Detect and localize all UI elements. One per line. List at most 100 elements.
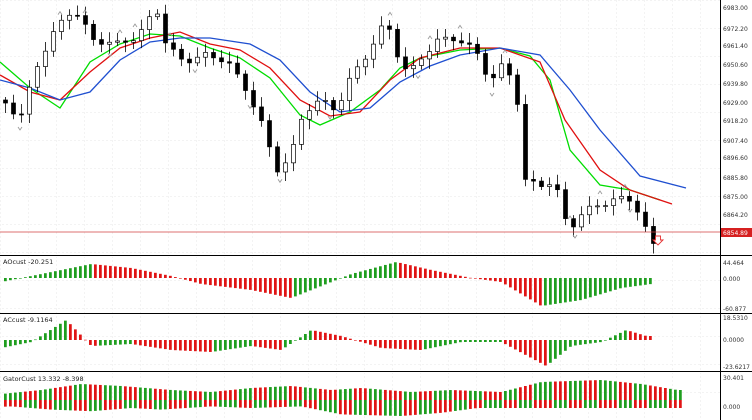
ac-histogram-bar: [519, 340, 522, 353]
gator-histogram-bar: [534, 400, 537, 408]
candle-body: [131, 40, 136, 43]
candle-body: [43, 50, 48, 67]
ac-histogram-bar: [214, 340, 217, 352]
ac-pane-grid: [0, 315, 720, 371]
ac-histogram-bar: [44, 333, 47, 340]
fractal-arrow-icon: [247, 105, 253, 110]
ac-histogram-bar: [404, 340, 407, 350]
ao-histogram-bar: [14, 278, 17, 280]
candle-body: [179, 48, 184, 60]
ao-histogram-bar: [544, 278, 547, 306]
gator-histogram-bar: [59, 400, 62, 410]
candle-body: [147, 16, 152, 30]
gator-histogram-bar: [159, 400, 162, 410]
ac-histogram-bar: [59, 323, 62, 340]
gator-histogram-bar: [269, 400, 272, 408]
ac-histogram-bar: [99, 340, 102, 346]
axis-label: 6972.20: [723, 26, 748, 33]
candle-body: [403, 56, 408, 70]
gator-histogram-bar: [24, 391, 27, 400]
ao-histogram-bar: [569, 278, 572, 302]
gator-histogram-bar: [19, 392, 22, 400]
gator-histogram-bar: [59, 387, 62, 400]
ao-histogram-bar: [154, 272, 157, 278]
candle-body: [467, 42, 472, 45]
gator-histogram-bar: [519, 400, 522, 408]
ac-histogram-bar: [229, 340, 232, 350]
ac-histogram-bar: [599, 340, 602, 343]
gator-histogram-bar: [589, 400, 592, 408]
candle-body: [595, 205, 600, 208]
price-axis[interactable]: 6983.00 6972.20 6961.40 6950.60 6939.80 …: [720, 0, 752, 420]
gator-axis-label: 30.401: [723, 375, 744, 382]
candle-body: [411, 65, 416, 70]
fractal-arrow-icon: [17, 126, 23, 131]
ao-histogram-bar: [514, 278, 517, 291]
candle-body: [171, 42, 176, 50]
candle-body: [651, 226, 656, 244]
gator-histogram-bar: [89, 400, 92, 412]
ac-histogram-bar: [134, 340, 137, 345]
gator-histogram-bar: [219, 400, 222, 407]
gator-histogram-bar: [364, 400, 367, 416]
gator-histogram-bar: [124, 400, 127, 409]
fractal-arrow-icon: [572, 234, 578, 239]
ao-axis-label: 0.000: [723, 276, 740, 283]
ao-histogram-bar: [314, 278, 317, 289]
ac-histogram-bar: [54, 326, 57, 340]
ac-histogram-bar: [449, 340, 452, 345]
candle-body: [291, 144, 296, 164]
gator-histogram-bar: [549, 381, 552, 400]
gator-histogram-bar: [649, 400, 652, 408]
gator-histogram-bar: [409, 391, 412, 400]
gator-histogram-bar: [289, 400, 292, 407]
ao-histogram-bar: [29, 276, 32, 278]
ao-histogram-bar: [54, 271, 57, 278]
ao-histogram-bar: [619, 278, 622, 289]
gator-histogram-bar: [439, 400, 442, 413]
ac-histogram-bar: [314, 330, 317, 340]
ao-histogram-bar: [139, 269, 142, 278]
gator-histogram-bar: [4, 393, 7, 400]
gator-histogram-bar: [414, 391, 417, 400]
candle-body: [307, 110, 312, 120]
gator-histogram-bar: [329, 400, 332, 413]
gator-histogram-bar: [184, 390, 187, 400]
candle-body: [531, 179, 536, 182]
ac-histogram-bar: [274, 340, 277, 350]
gator-histogram-bar: [84, 400, 87, 411]
candle-body: [203, 52, 208, 58]
ac-histogram-bar: [39, 336, 42, 340]
gator-histogram-bar: [254, 400, 257, 408]
ao-histogram-bar: [319, 278, 322, 287]
gator-histogram-bar: [149, 400, 152, 410]
axis-label: 6961.40: [723, 43, 748, 50]
ao-histogram-bar: [104, 265, 107, 278]
gator-histogram-bar: [524, 386, 527, 400]
gator-histogram-bar: [69, 385, 72, 400]
gator-histogram-bar: [384, 400, 387, 416]
ac-histogram-bar: [269, 340, 272, 349]
gator-histogram-bar: [44, 400, 47, 410]
ao-histogram-bar: [349, 274, 352, 278]
fractal-arrow-icon: [132, 23, 138, 28]
ao-histogram-bar: [639, 278, 642, 286]
gator-histogram-bar: [294, 400, 297, 407]
ac-histogram-bar: [34, 339, 37, 341]
gator-histogram-bar: [499, 400, 502, 408]
ao-histogram-bar: [534, 278, 537, 303]
ac-histogram-bar: [199, 340, 202, 352]
gator-histogram-bar: [224, 400, 227, 407]
ac-histogram-bar: [74, 329, 77, 340]
ao-histogram-bar: [644, 278, 647, 285]
gator-histogram-bar: [444, 390, 447, 400]
gator-histogram-bar: [84, 384, 87, 400]
ao-histogram-bar: [499, 278, 502, 282]
ac-histogram-bar: [114, 340, 117, 345]
ao-axis-label: 44.464: [723, 260, 744, 267]
ac-histogram-bar: [499, 340, 502, 342]
gator-histogram-bar: [314, 400, 317, 410]
ac-histogram-bar: [344, 337, 347, 340]
